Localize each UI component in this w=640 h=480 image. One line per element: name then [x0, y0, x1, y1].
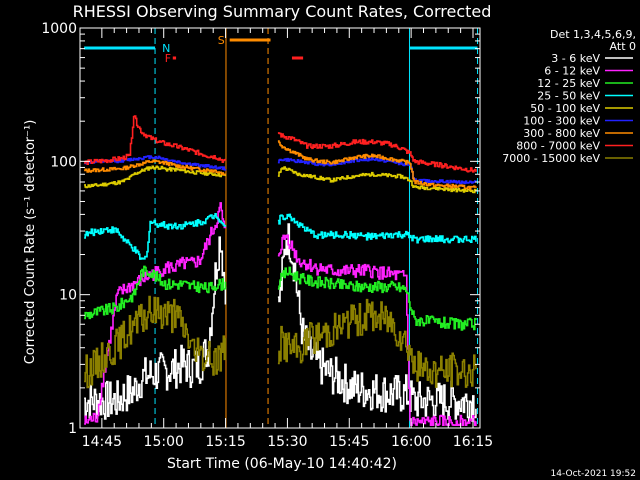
flags-layer: NF S [84, 34, 478, 65]
legend-entry-label: 3 - 6 keV [551, 52, 600, 65]
y-axis-label: Corrected Count Rate (s⁻¹ detector⁻¹) [23, 120, 38, 365]
series-line-2 [84, 265, 477, 331]
flag-label-n: N [162, 42, 170, 55]
legend-entry-label: 100 - 300 keV [523, 115, 600, 128]
legend-entry-label: 50 - 100 keV [530, 102, 600, 115]
x-tick-label: 15:15 [205, 434, 245, 450]
x-tick-label: 15:30 [267, 434, 307, 450]
legend-entry-label: 7000 - 15000 keV [502, 152, 600, 165]
series-line-6 [84, 140, 477, 191]
flag-label-f: F [165, 52, 171, 65]
series-line-8 [84, 295, 477, 389]
legend-header-line: Det 1,3,4,5,6,9, [550, 28, 636, 41]
y-tick-label: 1 [68, 421, 77, 437]
y-tick-label: 100 [50, 154, 77, 170]
axes-layer: 1 10 100 1000 14:45 15:00 15:15 15:30 15:45 16:00… [41, 21, 493, 450]
legend-entry-label: 25 - 50 keV [537, 90, 600, 103]
y-tick-label: 1000 [41, 21, 77, 37]
x-axis-label: Start Time (06-May-10 14:40:42) [167, 456, 397, 472]
x-tick-label: 14:45 [82, 434, 122, 450]
series-line-1 [84, 202, 477, 426]
legend-entry-label: 6 - 12 keV [544, 65, 600, 78]
timestamp: 14-Oct-2021 19:52 [551, 469, 636, 479]
legend-entry-label: 300 - 800 keV [523, 127, 600, 140]
y-tick-label: 10 [59, 288, 77, 304]
chart-title: RHESSI Observing Summary Count Rates, Co… [73, 2, 492, 21]
series-line-3 [84, 213, 477, 260]
series-layer [84, 115, 477, 426]
series-line-4 [84, 165, 477, 194]
x-tick-label: 16:00 [391, 434, 431, 450]
x-tick-label: 16:15 [453, 434, 493, 450]
series-line-7 [84, 115, 477, 173]
flag-label-s: S [218, 34, 225, 47]
x-tick-label: 15:45 [329, 434, 369, 450]
plot-frame [79, 27, 481, 429]
legend-entry-label: 12 - 25 keV [537, 77, 600, 90]
x-tick-label: 15:00 [144, 434, 184, 450]
legend-header-line: Att 0 [610, 40, 636, 53]
legend-entry-label: 800 - 7000 keV [516, 140, 600, 153]
